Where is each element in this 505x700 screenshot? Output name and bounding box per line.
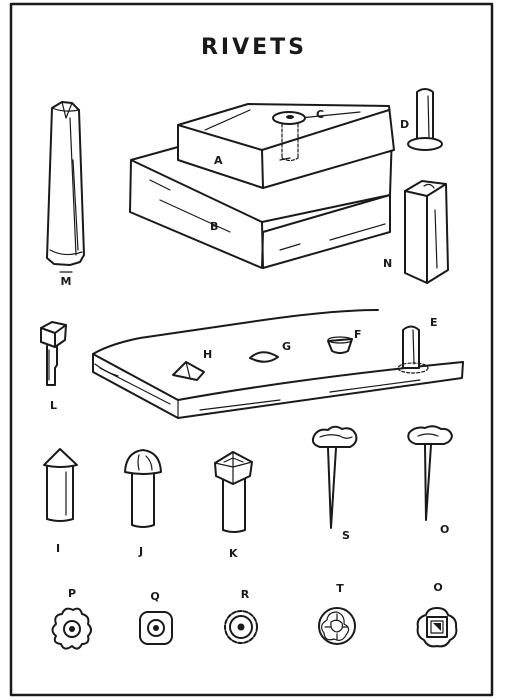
- label-t: T: [336, 582, 344, 595]
- rivet-s-illustration: [311, 425, 358, 529]
- rivet-c-illustration: [272, 111, 306, 162]
- label-n: N: [383, 257, 392, 270]
- label-l: L: [50, 399, 57, 412]
- rivet-f-illustration: [327, 336, 353, 354]
- label-h: H: [203, 348, 212, 361]
- label-o-lower: O: [433, 581, 442, 594]
- label-i: I: [56, 542, 60, 555]
- rivet-n-illustration: [404, 180, 449, 284]
- plate-border: [9, 2, 494, 697]
- label-d: D: [400, 118, 409, 131]
- label-q: Q: [150, 590, 159, 603]
- label-k: K: [229, 547, 238, 560]
- label-p: P: [68, 587, 76, 600]
- plate-title: RIVETS: [201, 35, 307, 60]
- rivet-head-p: [51, 607, 92, 650]
- rivet-e-illustration: [397, 325, 429, 374]
- rivet-head-t: [318, 607, 356, 645]
- label-r: R: [241, 588, 250, 601]
- rivet-head-o: [416, 607, 458, 648]
- rivet-head-q: [139, 611, 173, 645]
- block-a: [177, 103, 395, 189]
- label-a: A: [214, 154, 223, 167]
- rivet-head-r: [224, 610, 258, 644]
- label-s: S: [342, 529, 350, 542]
- rivet-g-illustration: [249, 351, 279, 363]
- rivet-h-illustration: [172, 361, 205, 381]
- label-f: F: [354, 328, 362, 341]
- label-j: J: [138, 545, 143, 558]
- label-c: C: [316, 108, 324, 121]
- rivet-d-illustration: [407, 88, 443, 151]
- rivet-i-illustration: [43, 448, 78, 522]
- label-m: M: [61, 275, 72, 288]
- label-b: B: [210, 220, 218, 233]
- rivet-m-illustration: [46, 101, 85, 266]
- plank: [92, 309, 464, 419]
- rivet-j-illustration: [124, 449, 162, 528]
- rivet-o-upper-illustration: [407, 425, 453, 521]
- label-g: G: [282, 340, 291, 353]
- rivet-k-illustration: [214, 451, 253, 533]
- label-e: E: [430, 316, 438, 329]
- label-o-upper: O: [440, 523, 449, 536]
- rivet-l-illustration: [40, 321, 67, 386]
